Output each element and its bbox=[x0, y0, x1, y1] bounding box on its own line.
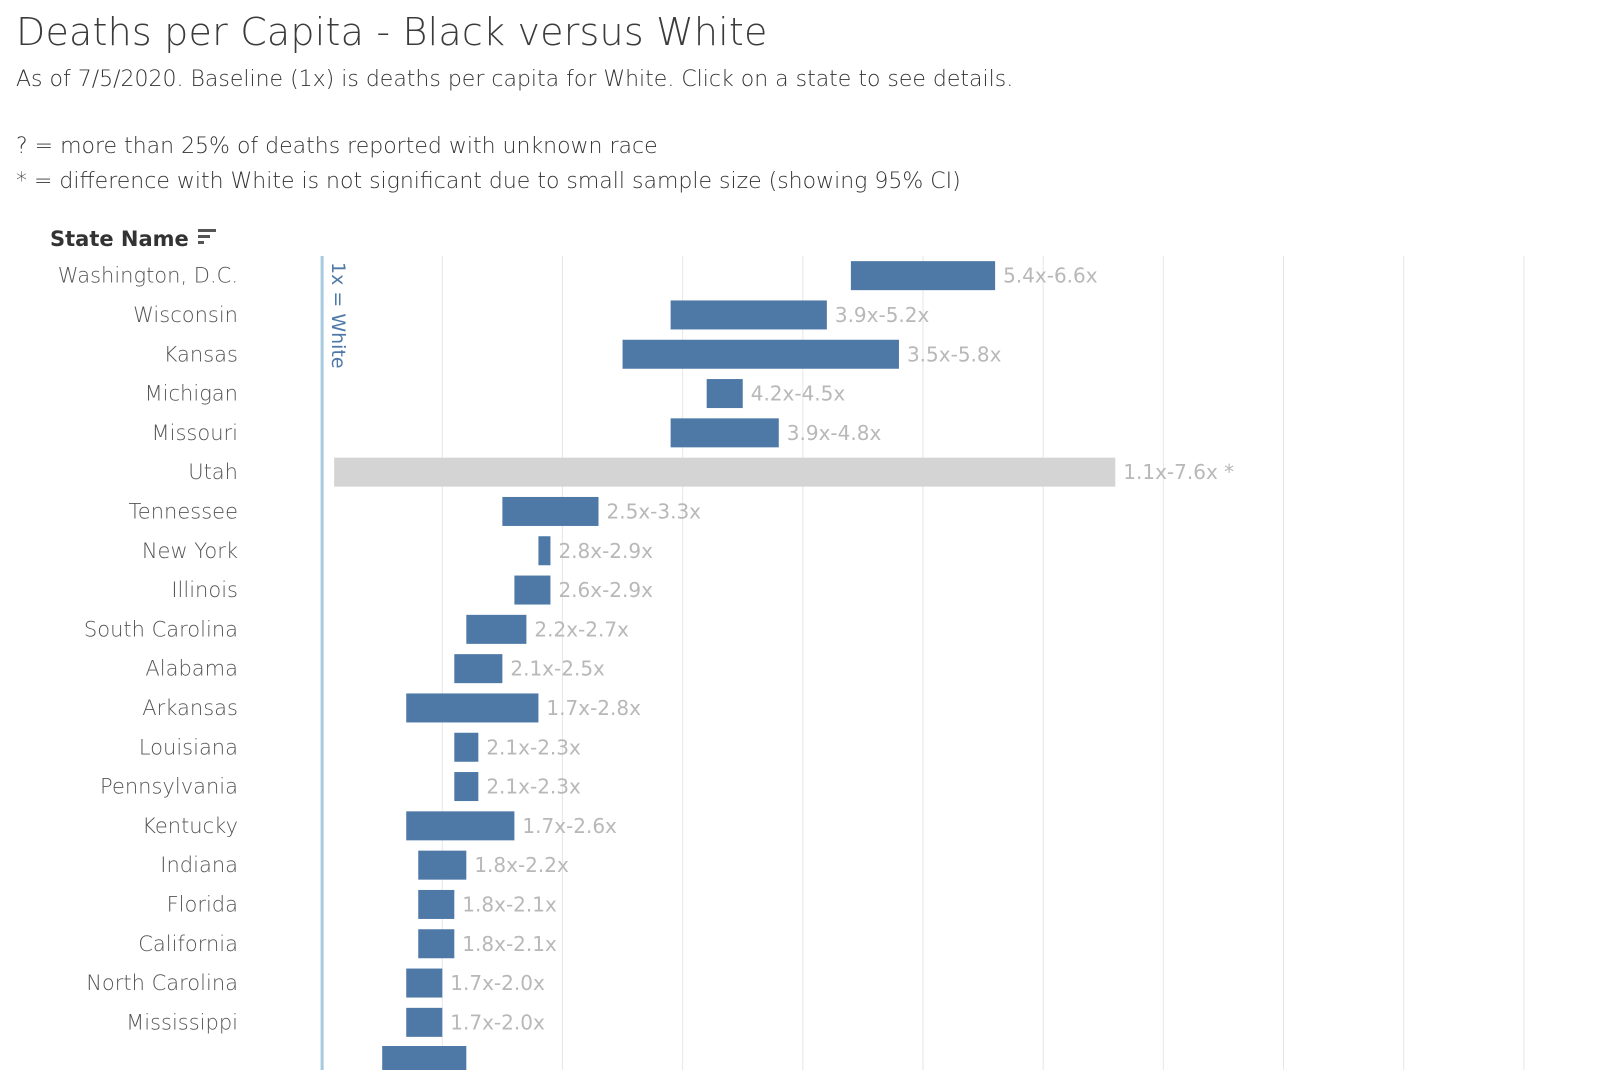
state-label[interactable]: North Carolina bbox=[86, 971, 238, 995]
labels: Washington, D.C. 5.4x-6.6x Wisconsin 3.9x-5… bbox=[58, 264, 1234, 1035]
state-bar[interactable] bbox=[454, 772, 479, 802]
state-bar[interactable] bbox=[406, 811, 515, 841]
state-bar[interactable] bbox=[670, 418, 779, 448]
state-bar[interactable] bbox=[406, 1007, 443, 1037]
state-label[interactable]: Illinois bbox=[171, 578, 238, 602]
state-label[interactable]: Kansas bbox=[164, 342, 238, 366]
state-bar[interactable] bbox=[406, 968, 443, 998]
state-label[interactable]: Louisiana bbox=[139, 735, 238, 759]
state-label[interactable]: Michigan bbox=[145, 382, 238, 406]
state-label[interactable]: Mississippi bbox=[126, 1010, 238, 1034]
state-label[interactable]: Utah bbox=[188, 460, 238, 484]
bar-value-label: 1.8x-2.2x bbox=[474, 853, 569, 877]
state-label[interactable]: Missouri bbox=[152, 421, 238, 445]
state-label[interactable]: Wisconsin bbox=[133, 303, 238, 327]
bar-value-label: 2.1x-2.5x bbox=[510, 657, 605, 681]
state-bar[interactable] bbox=[454, 654, 503, 684]
bar-value-label: 3.9x-4.8x bbox=[787, 421, 882, 445]
state-bar[interactable] bbox=[406, 693, 539, 723]
bar-value-label: 4.2x-4.5x bbox=[751, 382, 846, 406]
state-label[interactable]: California bbox=[138, 932, 238, 956]
bar-value-label: 1.8x-2.1x bbox=[462, 932, 557, 956]
state-bar[interactable] bbox=[514, 575, 551, 605]
bar-value-label: 2.2x-2.7x bbox=[534, 617, 629, 641]
bars bbox=[334, 261, 1116, 1070]
note-not-significant: * = difference with White is not signifi… bbox=[16, 169, 961, 194]
bar-value-label: 2.6x-2.9x bbox=[558, 578, 653, 602]
bar-value-label: 2.8x-2.9x bbox=[558, 539, 653, 563]
bar-value-label: 2.1x-2.3x bbox=[486, 775, 581, 799]
note-unknown-race: ? = more than 25% of deaths reported wit… bbox=[16, 134, 658, 159]
state-bar[interactable] bbox=[418, 850, 467, 880]
state-bar[interactable] bbox=[334, 457, 1116, 487]
state-bar[interactable] bbox=[454, 732, 479, 762]
bar-value-label: 2.1x-2.3x bbox=[486, 735, 581, 759]
state-label[interactable]: Florida bbox=[167, 892, 238, 916]
state-name-column-header[interactable]: State Name bbox=[50, 226, 217, 251]
state-bar[interactable] bbox=[418, 889, 455, 919]
state-bar-partial[interactable] bbox=[382, 1046, 467, 1070]
state-bar[interactable] bbox=[706, 379, 743, 409]
state-bar[interactable] bbox=[502, 496, 599, 526]
state-label[interactable]: Alabama bbox=[145, 657, 238, 681]
state-label[interactable]: Indiana bbox=[160, 853, 238, 877]
bar-value-label: 3.5x-5.8x bbox=[907, 342, 1002, 366]
sort-descending-icon[interactable] bbox=[197, 226, 217, 251]
bar-value-label: 1.8x-2.1x bbox=[462, 892, 557, 916]
bar-value-label: 1.7x-2.8x bbox=[546, 696, 641, 720]
bar-value-label: 1.7x-2.0x bbox=[450, 1010, 545, 1034]
state-label[interactable]: New York bbox=[142, 539, 238, 563]
state-label[interactable]: Washington, D.C. bbox=[58, 264, 238, 288]
state-bar[interactable] bbox=[418, 929, 455, 959]
bar-value-label: 2.5x-3.3x bbox=[607, 499, 702, 523]
state-label[interactable]: South Carolina bbox=[84, 617, 238, 641]
state-bar[interactable] bbox=[538, 536, 551, 566]
bar-value-label: 1.1x-7.6x * bbox=[1123, 460, 1234, 484]
state-label[interactable]: Arkansas bbox=[142, 696, 238, 720]
state-label[interactable]: Tennessee bbox=[129, 499, 238, 523]
column-header-label: State Name bbox=[50, 226, 189, 251]
state-label[interactable]: Kentucky bbox=[142, 814, 238, 838]
state-bar[interactable] bbox=[622, 339, 899, 369]
bar-value-label: 5.4x-6.6x bbox=[1003, 264, 1098, 288]
reference-line-label: 1x = White bbox=[327, 262, 349, 369]
bar-value-label: 1.7x-2.0x bbox=[450, 971, 545, 995]
state-bar[interactable] bbox=[466, 614, 527, 644]
state-bar[interactable] bbox=[850, 261, 996, 291]
bar-value-label: 3.9x-5.2x bbox=[835, 303, 930, 327]
bar-value-label: 1.7x-2.6x bbox=[522, 814, 617, 838]
state-bar[interactable] bbox=[670, 300, 827, 330]
state-label[interactable]: Pennsylvania bbox=[100, 775, 238, 799]
chart-title: Deaths per Capita - Black versus White bbox=[16, 10, 768, 54]
chart-subtitle: As of 7/5/2020. Baseline (1x) is deaths … bbox=[16, 67, 1014, 92]
